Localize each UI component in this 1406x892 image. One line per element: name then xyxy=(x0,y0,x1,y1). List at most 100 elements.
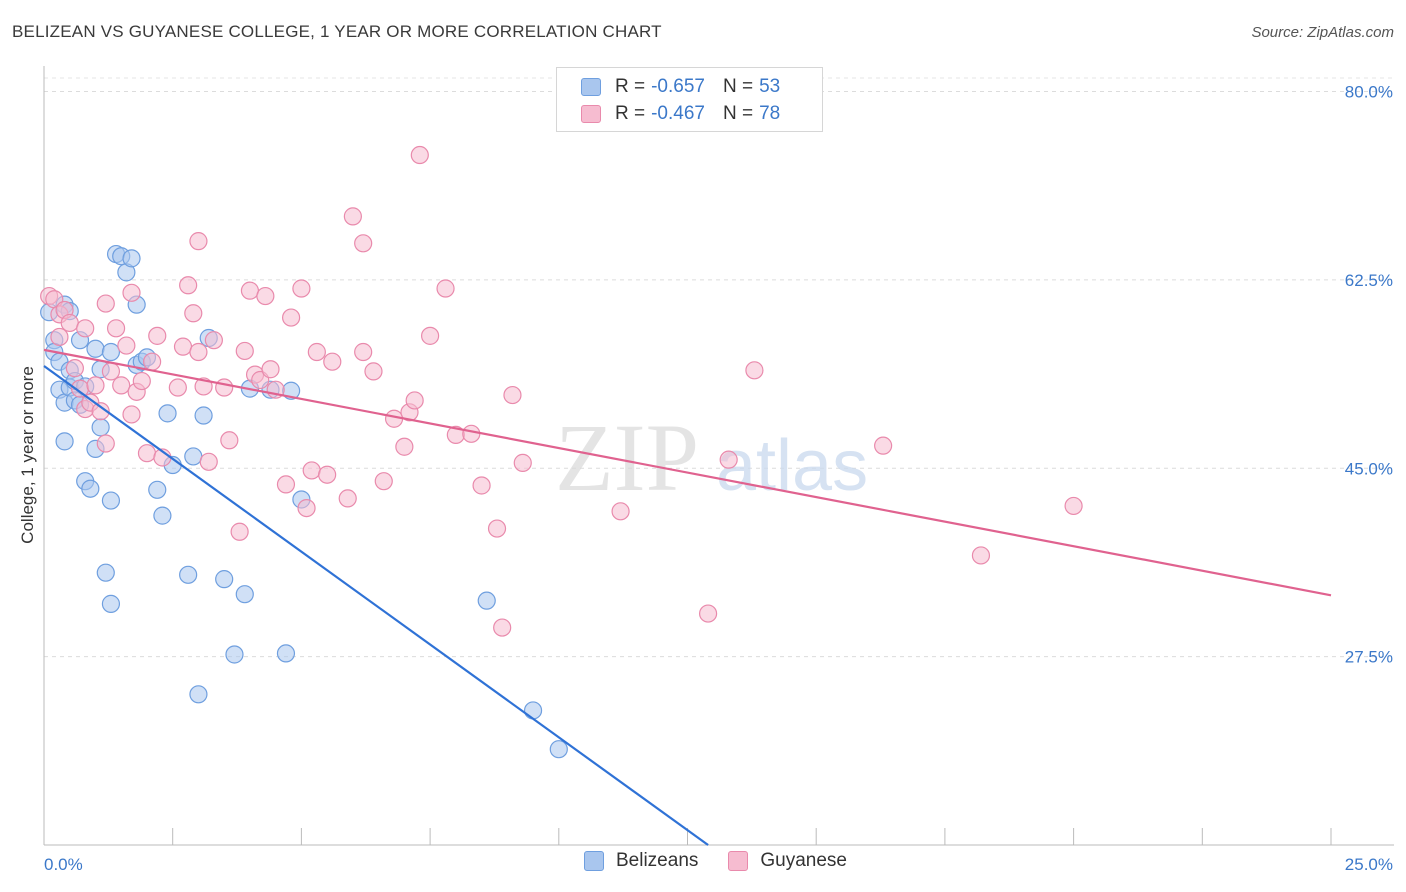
guyanese-point xyxy=(611,502,630,521)
belizeans-point xyxy=(96,563,115,582)
guyanese-point xyxy=(204,331,223,350)
guyanese-point xyxy=(1064,496,1083,516)
legend-swatch-guyanese xyxy=(728,851,749,871)
guyanese-point xyxy=(148,326,167,345)
grid-lines xyxy=(44,77,1394,658)
belizeans-point xyxy=(101,491,121,510)
guyanese-point xyxy=(189,342,208,362)
belizeans-point xyxy=(101,594,121,613)
legend-r-value: -0.467 xyxy=(651,103,705,124)
guyanese-point xyxy=(395,437,414,456)
guyanese-point xyxy=(96,434,115,453)
guyanese-point xyxy=(173,337,193,356)
guyanese-point xyxy=(292,279,311,298)
belizeans-point xyxy=(153,506,172,525)
belizeans-point xyxy=(81,479,100,498)
legend-r-label: R = xyxy=(615,76,646,97)
watermark: ZIP atlas xyxy=(555,404,868,511)
guyanese-point xyxy=(137,444,157,463)
guyanese-point xyxy=(421,326,440,345)
belizeans-point xyxy=(55,432,74,451)
guyanese-point xyxy=(117,336,136,355)
belizeans-point xyxy=(91,418,110,437)
guyanese-point xyxy=(354,234,373,253)
guyanese-point xyxy=(354,342,373,362)
guyanese-point xyxy=(282,308,301,327)
belizeans-point xyxy=(523,701,543,720)
guyanese-point xyxy=(256,286,275,306)
correlation-legend: R = -0.657 N = 53 R = -0.467 N = 78 xyxy=(556,67,823,132)
guyanese-point xyxy=(50,327,69,347)
belizeans-point xyxy=(184,447,203,466)
legend-row-guyanese: R = -0.467 N = 78 xyxy=(581,101,780,127)
belizeans-trendline xyxy=(43,365,709,846)
legend-item-belizeans[interactable]: Belizeans xyxy=(584,850,698,872)
guyanese-point xyxy=(318,465,337,484)
x-tick-label: 0.0% xyxy=(44,855,83,874)
guyanese-point xyxy=(302,461,321,480)
source-label: Source: ZipAtlas.com xyxy=(1251,24,1394,41)
guyanese-point xyxy=(436,279,455,298)
guyanese-point xyxy=(106,319,126,338)
guyanese-point xyxy=(307,342,326,362)
belizeans-point xyxy=(101,342,121,362)
y-tick-label: 62.5% xyxy=(1345,271,1393,290)
legend-n-value: 78 xyxy=(759,103,781,124)
legend-swatch-guyanese xyxy=(581,105,601,123)
belizeans-point xyxy=(86,339,105,358)
watermark-zip: ZIP xyxy=(555,404,699,511)
guyanese-point xyxy=(101,362,121,381)
guyanese-point xyxy=(374,472,393,491)
guyanese-point xyxy=(76,319,95,338)
guyanese-point xyxy=(168,378,187,397)
guyanese-point xyxy=(230,522,249,541)
guyanese-point xyxy=(874,436,893,455)
guyanese-point xyxy=(462,424,481,443)
guyanese-point xyxy=(189,232,208,251)
guyanese-point xyxy=(503,385,522,405)
legend-item-guyanese[interactable]: Guyanese xyxy=(728,850,847,872)
guyanese-point xyxy=(96,294,115,313)
guyanese-point xyxy=(132,371,151,391)
belizeans-point xyxy=(235,585,254,604)
guyanese-point xyxy=(343,207,362,226)
belizeans-point xyxy=(477,591,496,610)
guyanese-point xyxy=(513,453,532,472)
guyanese-point xyxy=(184,304,203,323)
y-tick-label: 80.0% xyxy=(1345,83,1393,102)
belizeans-point xyxy=(549,740,568,759)
guyanese-point xyxy=(91,402,110,421)
chart-title: BELIZEAN VS GUYANESE COLLEGE, 1 YEAR OR … xyxy=(12,22,662,41)
guyanese-point xyxy=(240,281,260,300)
legend-row-belizeans: R = -0.657 N = 53 xyxy=(581,74,780,100)
guyanese-point xyxy=(698,604,718,623)
guyanese-point xyxy=(276,475,296,494)
legend-r-label: R = xyxy=(615,103,646,124)
guyanese-point xyxy=(60,313,79,333)
x-tick-label: 25.0% xyxy=(1345,855,1393,874)
belizeans-point xyxy=(158,404,177,423)
guyanese-point xyxy=(323,352,342,371)
series-legend: Belizeans Guyanese xyxy=(584,850,877,872)
y-axis-label: College, 1 year or more xyxy=(18,366,37,544)
guyanese-point xyxy=(493,618,512,637)
guyanese-point xyxy=(112,376,131,395)
belizeans-point xyxy=(189,685,208,704)
guyanese-point xyxy=(405,391,424,410)
guyanese-point xyxy=(719,450,738,469)
belizeans-point xyxy=(276,644,296,663)
legend-n-value: 53 xyxy=(759,76,781,97)
legend-swatch-belizeans xyxy=(581,78,601,96)
legend-r-value: -0.657 xyxy=(651,76,705,97)
belizeans-point xyxy=(148,480,167,499)
guyanese-point xyxy=(364,362,383,381)
watermark-atlas: atlas xyxy=(716,426,868,506)
belizeans-point xyxy=(194,406,213,425)
belizeans-point xyxy=(122,249,141,268)
guyanese-point xyxy=(65,359,84,378)
guyanese-point xyxy=(410,145,429,165)
guyanese-point xyxy=(86,376,105,395)
guyanese-point xyxy=(745,361,764,380)
legend-n-label: N = xyxy=(722,103,754,124)
